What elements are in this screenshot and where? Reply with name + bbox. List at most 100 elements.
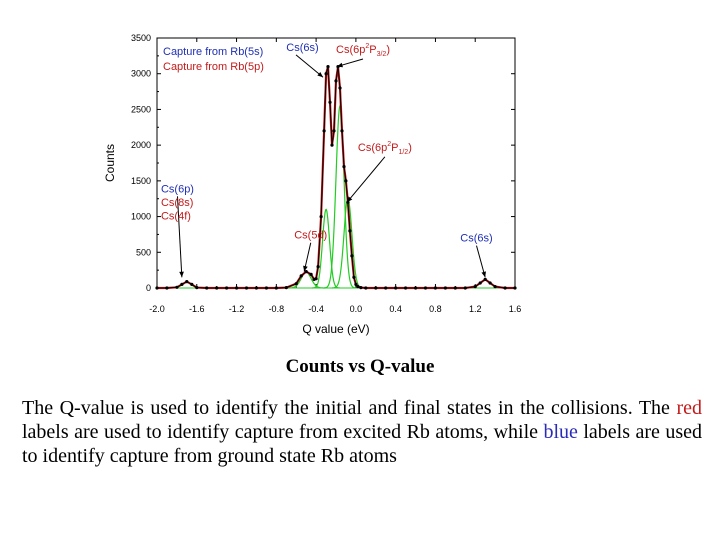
data-point <box>342 165 346 169</box>
annotation-label: Cs(5d) <box>294 230 327 242</box>
data-point <box>473 285 477 289</box>
annotation-text: Cs(6p <box>336 44 365 56</box>
data-point <box>423 286 428 290</box>
description-paragraph: The Q-value is used to identify the init… <box>22 396 702 468</box>
data-point <box>483 277 487 281</box>
annotation-arrow <box>176 196 183 278</box>
data-point <box>340 129 344 133</box>
data-point <box>264 286 268 290</box>
x-tick-label: -2.0 <box>149 304 165 314</box>
data-point <box>394 286 398 290</box>
y-tick-label: 1500 <box>131 176 151 186</box>
annotation-label: Cs(6p) <box>161 183 194 195</box>
annotation-label: Cs(6p2P1/2) <box>358 141 412 156</box>
y-tick-label: 3000 <box>131 69 151 79</box>
data-point <box>332 129 336 133</box>
data-point <box>180 282 184 286</box>
annotation-text: Cs(6p) <box>161 183 194 195</box>
annotation-text: Cs(6s) <box>460 233 492 245</box>
data-point <box>326 65 330 69</box>
fit-component-peak <box>312 208 340 289</box>
data-point <box>314 277 318 281</box>
x-axis-label: Q value (eV) <box>302 322 369 336</box>
description-part-1: The Q-value is used to identify the init… <box>22 397 677 419</box>
data-point <box>274 286 278 290</box>
x-tick-label: 1.6 <box>509 304 522 314</box>
legend-entry: Capture from Rb(5p) <box>163 61 264 73</box>
data-point <box>503 286 507 290</box>
annotation-text: Cs(6p <box>358 142 387 154</box>
data-point <box>350 254 354 258</box>
data-point <box>190 282 194 286</box>
data-point <box>324 72 328 76</box>
annotation-label: Cs(8s) <box>161 197 193 209</box>
data-point <box>453 286 457 290</box>
data-point <box>356 285 360 289</box>
data-point <box>488 281 492 285</box>
x-tick-label: 1.2 <box>469 304 482 314</box>
y-tick-label: 2500 <box>131 104 151 114</box>
data-point <box>354 282 358 286</box>
annotation-arrow <box>346 156 386 203</box>
data-point <box>175 285 179 289</box>
x-tick-label: 0.4 <box>389 304 402 314</box>
annotation-text: Cs(6s) <box>286 42 318 54</box>
x-tick-label: -1.6 <box>189 304 205 314</box>
annotations: Cs(6s) Cs(6p2P3/2)Cs(6p2P1/2)Cs(6p)Cs(8s)… <box>161 42 493 278</box>
data-series <box>155 65 517 290</box>
description-blue-word: blue <box>543 421 578 443</box>
annotation-arrowhead <box>346 196 353 203</box>
x-tick-label: -0.4 <box>308 304 324 314</box>
annotation-label: Cs(4f) <box>161 210 191 222</box>
annotation-superscript: 2 <box>387 141 391 148</box>
data-point <box>433 286 437 290</box>
data-point <box>478 281 482 285</box>
annotation-text: Cs(5d) <box>294 230 327 242</box>
data-point <box>316 265 320 269</box>
data-point <box>304 270 308 274</box>
annotation-label: Cs(6s) <box>460 233 492 245</box>
data-point <box>443 286 447 290</box>
data-point <box>215 286 219 290</box>
data-point <box>334 79 338 83</box>
data-point <box>225 286 229 290</box>
annotation-text: Cs(8s) <box>161 197 193 209</box>
data-point <box>414 286 418 290</box>
annotation-subscript: 1/2 <box>398 149 408 156</box>
annotation-arrowhead <box>303 265 308 272</box>
data-point <box>235 286 239 290</box>
data-point <box>254 286 258 290</box>
data-point <box>319 215 323 219</box>
data-point <box>374 286 378 290</box>
y-tick-label: 3500 <box>131 33 151 43</box>
x-tick-label: -1.2 <box>229 304 245 314</box>
data-point <box>338 86 342 90</box>
data-point <box>284 286 288 290</box>
annotation-term: P <box>391 142 398 154</box>
annotation-label: Cs(6p2P3/2) <box>336 43 390 58</box>
annotation-term: P <box>369 44 376 56</box>
data-point <box>384 286 388 290</box>
data-point <box>299 274 303 278</box>
data-point <box>344 179 348 183</box>
data-point <box>205 286 209 290</box>
figure-caption: Counts vs Q-value <box>285 356 435 377</box>
data-point <box>328 100 332 104</box>
annotation-arrowhead <box>317 71 324 78</box>
x-tick-label: 0.8 <box>429 304 442 314</box>
data-point <box>155 286 159 290</box>
description-part-2: labels are used to identify capture from… <box>22 421 544 443</box>
annotation-arrowhead <box>179 271 184 278</box>
data-point <box>294 282 298 286</box>
description-red-word: red <box>676 397 702 419</box>
data-point <box>463 286 467 290</box>
x-tick-label: 0.0 <box>350 304 363 314</box>
data-point <box>195 286 199 290</box>
x-axis: -2.0 -1.6 -1.2 -0.8 -0.4 0.0 0.4 0.8 1.2 1.6 <box>149 38 521 314</box>
annotation-close: ) <box>386 44 390 56</box>
annotation-arrow <box>295 54 324 78</box>
x-tick-label: -0.8 <box>269 304 285 314</box>
description-part-3: labels are used to identify capture from… <box>22 421 702 467</box>
data-point <box>359 286 363 290</box>
data-point <box>352 275 356 279</box>
